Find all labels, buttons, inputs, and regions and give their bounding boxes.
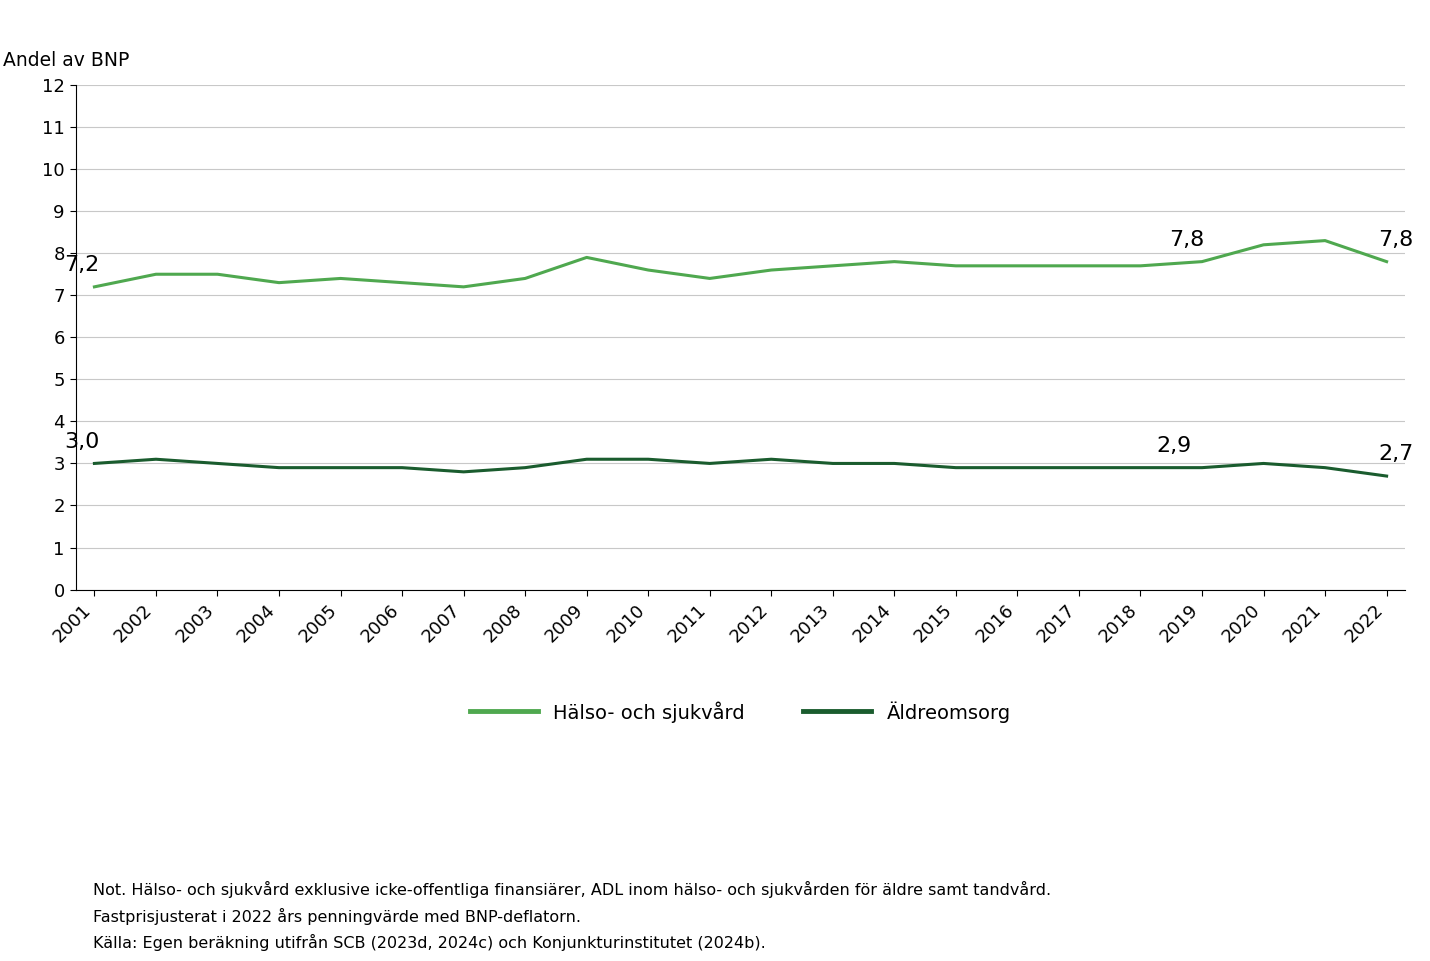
Text: Andel av BNP: Andel av BNP — [3, 51, 129, 70]
Text: 7,2: 7,2 — [64, 255, 100, 275]
Text: 3,0: 3,0 — [64, 431, 100, 452]
Text: 7,8: 7,8 — [1379, 230, 1413, 250]
Text: 2,9: 2,9 — [1157, 436, 1193, 456]
Legend: Hälso- och sjukvård, Äldreomsorg: Hälso- och sjukvård, Äldreomsorg — [462, 694, 1020, 731]
Text: 2,7: 2,7 — [1379, 444, 1413, 464]
Text: Not. Hälso- och sjukvård exklusive icke-offentliga finansiärer, ADL inom hälso- : Not. Hälso- och sjukvård exklusive icke-… — [93, 880, 1051, 951]
Text: 7,8: 7,8 — [1168, 230, 1204, 250]
